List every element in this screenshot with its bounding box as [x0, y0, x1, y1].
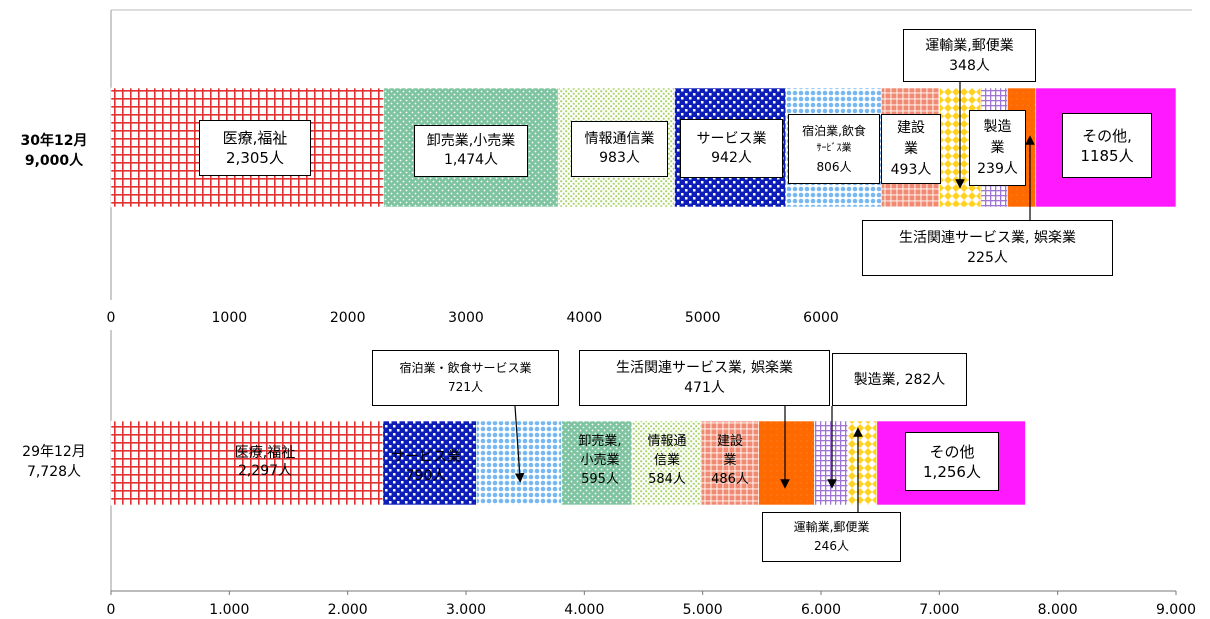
- label-lifestyle-top-value: 225人: [967, 250, 1008, 266]
- label-construction-top: 建設 業 493人: [881, 114, 941, 184]
- y-category-bottom: 29年12月 7,728人: [0, 442, 108, 482]
- label-manufacturing-top-name1: 製造: [983, 118, 1012, 135]
- label-medical-top-value: 2,305人: [226, 149, 284, 167]
- label-transport-bottom-name: 運輸業,郵便業: [793, 520, 870, 534]
- label-lodging-top-value: 806人: [816, 160, 852, 174]
- x-tick-label: 5000: [685, 310, 721, 326]
- label-other-top-value: 1185人: [1080, 146, 1134, 165]
- x-tick-label: 9.000: [1156, 602, 1196, 618]
- x-tick-label: 0: [107, 310, 116, 326]
- category-period-bottom: 29年12月: [22, 444, 86, 460]
- y-category-top: 30年12月 9,000人: [0, 131, 108, 171]
- category-total-bottom: 7,728人: [26, 464, 82, 480]
- x-tick-label: 1.000: [209, 602, 249, 618]
- x-tick-label: 6000: [803, 310, 839, 326]
- x-tick-label: 2.000: [328, 602, 368, 618]
- label-wholesale-top-name: 卸売業,小売業: [426, 133, 516, 149]
- category-total-top: 9,000人: [24, 153, 84, 169]
- label-other-bottom-name: その他: [929, 442, 975, 461]
- label-lifestyle-top-name: 生活関連サービス業, 娯楽業: [899, 230, 1076, 246]
- leader-arrows: [514, 82, 1035, 512]
- x-tick-label: 6.000: [801, 602, 841, 618]
- label-other-top: その他, 1185人: [1062, 113, 1152, 178]
- arrow-lodging-bottom: [514, 405, 525, 483]
- bar-info: [631, 420, 702, 506]
- x-tick-label: 4000: [567, 310, 603, 326]
- label-info-top-name: 情報通信業: [584, 131, 655, 147]
- label-manufacturing-bottom-text: 製造業, 282人: [853, 371, 946, 388]
- label-manufacturing-top: 製造 業 239人: [969, 110, 1026, 186]
- label-lodging-top-name1: 宿泊業,飲食: [802, 124, 866, 138]
- x-tick-label: 2000: [330, 310, 366, 326]
- label-lifestyle-bottom-value: 471人: [684, 380, 725, 396]
- label-info-top: 情報通信業 983人: [571, 121, 668, 177]
- label-transport-top: 運輸業,郵便業 348人: [903, 29, 1036, 82]
- label-transport-bottom: 運輸業,郵便業 246人: [762, 512, 901, 562]
- label-construction-top-name1: 建設: [897, 119, 925, 136]
- label-lodging-top: 宿泊業,飲食 ｻｰﾋﾞｽ業 806人: [788, 114, 880, 184]
- label-lifestyle-top: 生活関連サービス業, 娯楽業 225人: [862, 220, 1113, 276]
- label-lodging-bottom-value: 721人: [448, 380, 483, 394]
- label-wholesale-top: 卸売業,小売業 1,474人: [414, 125, 528, 177]
- label-lifestyle-bottom-name: 生活関連サービス業, 娯楽業: [616, 360, 793, 376]
- x-tick-label: 8.000: [1038, 602, 1078, 618]
- label-lodging-bottom-name: 宿泊業・飲食サービス業: [399, 361, 532, 375]
- x-tick-label: 4.000: [564, 602, 604, 618]
- label-service-top-name: サービス業: [696, 130, 767, 147]
- label-lifestyle-bottom: 生活関連サービス業, 娯楽業 471人: [579, 350, 830, 406]
- label-medical-top: 医療,福祉 2,305人: [199, 120, 311, 176]
- bar-medical: [110, 420, 384, 506]
- x-tick-label: 3000: [448, 310, 484, 326]
- bar-manufacturing: [758, 420, 815, 506]
- label-other-bottom: その他 1,256人: [905, 432, 999, 491]
- x-tick-label: 3.000: [446, 602, 486, 618]
- category-period-top: 30年12月: [20, 133, 88, 149]
- label-transport-top-name: 運輸業,郵便業: [925, 37, 1014, 54]
- bar-transport: [847, 420, 878, 506]
- label-wholesale-top-value: 1,474人: [443, 152, 499, 168]
- bar-lifestyle: [814, 420, 849, 506]
- x-tick-label: 1000: [212, 310, 248, 326]
- label-manufacturing-top-value: 239人: [977, 160, 1018, 177]
- label-other-top-name: その他,: [1082, 126, 1132, 145]
- label-service-top-value: 942人: [711, 149, 752, 166]
- label-lodging-top-name2: ｻｰﾋﾞｽ業: [816, 143, 852, 154]
- x-tick-label: 0: [107, 602, 116, 618]
- bar-wholesale: [561, 420, 633, 506]
- x-tick-label: 5.000: [683, 602, 723, 618]
- label-construction-top-value: 493人: [890, 161, 932, 178]
- x-tick-label: 7.000: [919, 602, 959, 618]
- label-other-bottom-value: 1,256人: [923, 462, 981, 481]
- label-service-top: サービス業 942人: [680, 119, 783, 178]
- bar-construction: [700, 420, 759, 506]
- label-transport-top-value: 348人: [949, 57, 990, 74]
- label-construction-top-name2: 業: [904, 140, 918, 157]
- label-info-top-value: 983人: [599, 150, 640, 166]
- bar-service: [382, 420, 477, 506]
- label-transport-bottom-value: 246人: [814, 539, 849, 553]
- label-manufacturing-top-name2: 業: [990, 139, 1005, 156]
- label-medical-top-name: 医療,福祉: [222, 129, 288, 147]
- label-manufacturing-bottom: 製造業, 282人: [832, 353, 967, 406]
- label-lodging-bottom: 宿泊業・飲食サービス業 721人: [372, 350, 559, 406]
